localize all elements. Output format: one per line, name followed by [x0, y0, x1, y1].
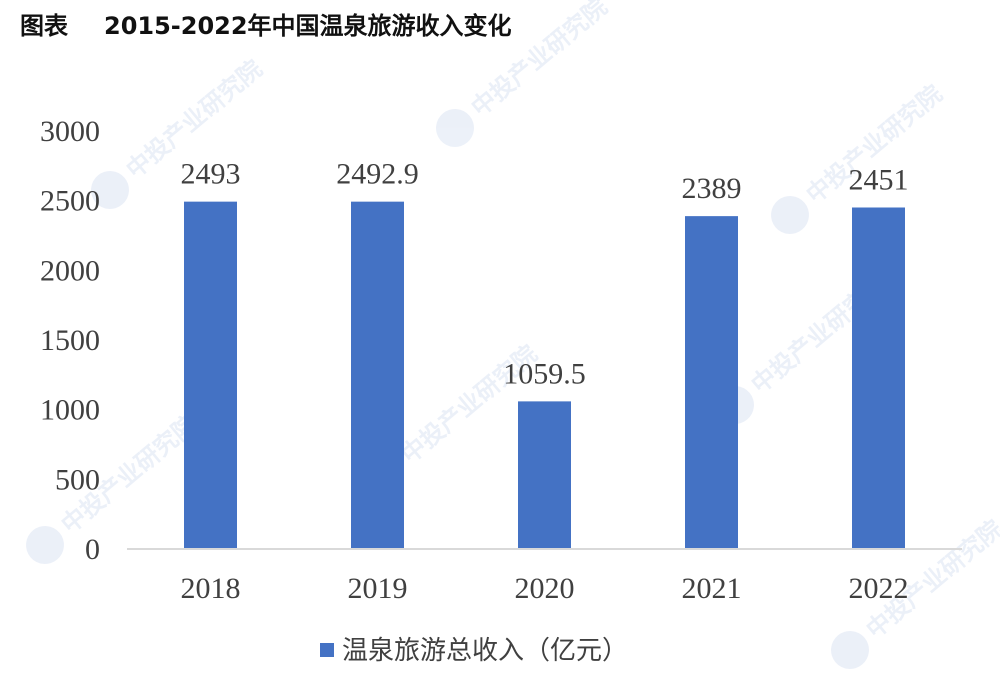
- watermark-stamp: 中投产业研究院: [26, 410, 203, 564]
- data-label-2021: 2389: [682, 172, 742, 205]
- chart-title: 图表 2015-2022年中国温泉旅游收入变化: [20, 6, 512, 41]
- data-label-2018: 2493: [181, 158, 241, 191]
- y-tick-label: 0: [85, 533, 100, 566]
- x-tick-label: 2022: [849, 572, 909, 605]
- bar-2018: [184, 201, 237, 549]
- watermark-stamp: 中投产业研究院: [91, 55, 268, 209]
- bar-2020: [518, 401, 571, 549]
- y-tick-label: 1000: [40, 394, 100, 427]
- y-axis: 0 500 1000 1500 2000 2500 3000: [40, 115, 100, 566]
- bars-group: [184, 201, 905, 549]
- x-tick-label: 2021: [682, 572, 742, 605]
- y-tick-label: 3000: [40, 115, 100, 148]
- data-labels-group: 2493 2492.9 1059.5 2389 2451: [181, 158, 909, 391]
- x-tick-label: 2018: [181, 572, 241, 605]
- legend-label: 温泉旅游总收入（亿元）: [342, 636, 628, 666]
- x-tick-label: 2020: [515, 572, 575, 605]
- watermark-stamp: 中投产业研究院: [436, 0, 613, 147]
- bar-2022: [852, 207, 905, 549]
- data-label-2019: 2492.9: [336, 158, 419, 191]
- legend-swatch: [320, 643, 334, 657]
- y-tick-label: 1500: [40, 324, 100, 357]
- y-tick-label: 2500: [40, 185, 100, 218]
- legend: 温泉旅游总收入（亿元）: [320, 636, 628, 666]
- figure-title: 2015-2022年中国温泉旅游收入变化: [104, 12, 512, 40]
- bar-2021: [685, 216, 738, 549]
- x-axis: 2018 2019 2020 2021 2022: [181, 572, 909, 605]
- data-label-2022: 2451: [849, 163, 909, 196]
- data-label-2020: 1059.5: [503, 357, 586, 390]
- figure-label: 图表: [20, 12, 68, 40]
- bar-2019: [351, 201, 404, 549]
- y-tick-label: 2000: [40, 254, 100, 287]
- svg-text:中投产业研究院: 中投产业研究院: [466, 0, 613, 122]
- y-tick-label: 500: [55, 463, 100, 496]
- x-tick-label: 2019: [348, 572, 408, 605]
